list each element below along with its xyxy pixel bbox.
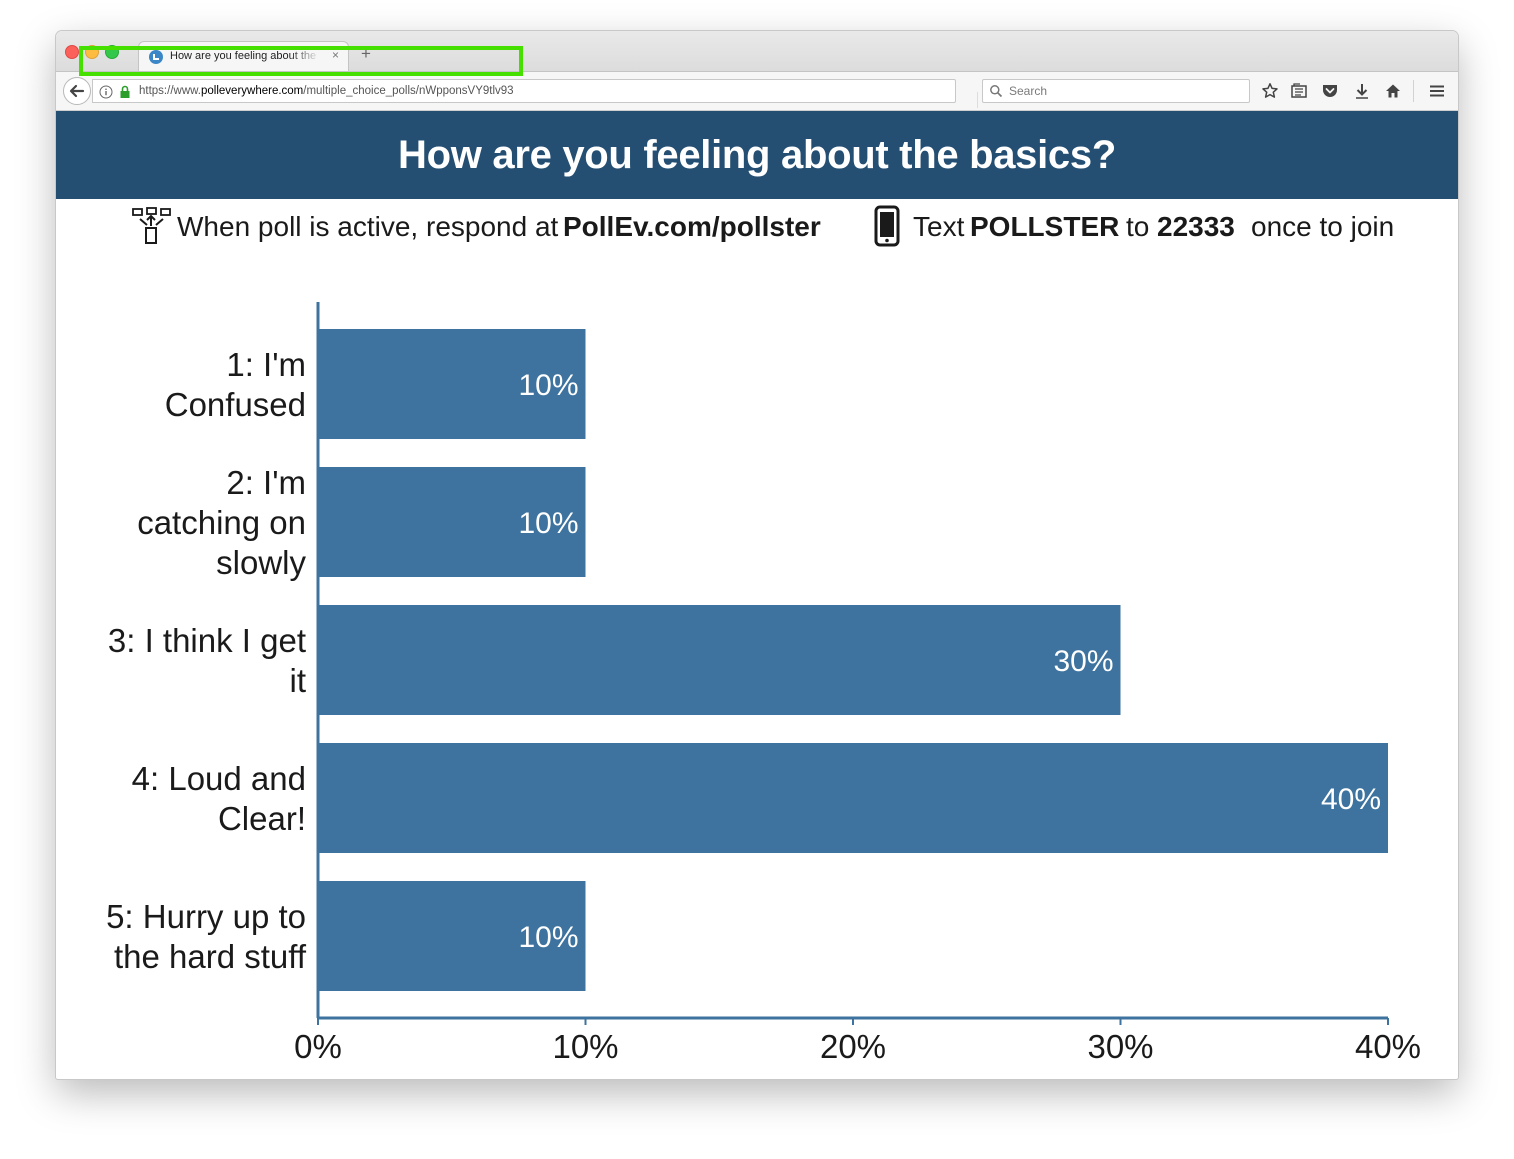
pocket-icon[interactable] (1321, 82, 1339, 100)
bar-value-label: 10% (518, 507, 578, 540)
url-prefix: https://www. (139, 85, 201, 97)
hamburger-menu-icon[interactable] (1428, 82, 1446, 100)
text-suffix: once to join (1251, 211, 1395, 242)
bar (318, 329, 586, 439)
x-axis-tick-label: 0% (294, 1028, 342, 1065)
search-placeholder: Search (1009, 84, 1048, 98)
bookmark-star-icon[interactable] (1261, 82, 1279, 100)
category-label: 3: I think I get it (108, 622, 306, 699)
zoom-window-button[interactable] (105, 45, 119, 59)
url-path: /multiple_choice_polls/nWpponsVY9tlv93 (303, 85, 514, 97)
poll-title-banner: How are you feeling about the basics? (56, 111, 1458, 199)
tab-title: How are you feeling about the basics? (170, 50, 320, 62)
back-button[interactable] (63, 77, 91, 105)
back-arrow-icon (69, 84, 85, 98)
polleverywhere-favicon-icon (149, 50, 163, 64)
new-tab-button[interactable]: + (361, 44, 371, 63)
browser-tab[interactable]: How are you feeling about the basics? × (138, 41, 349, 71)
category-label: 2: I'm catching on slowly (137, 464, 306, 581)
browser-window: How are you feeling about the basics? × … (56, 31, 1458, 1079)
bar-value-label: 10% (518, 921, 578, 954)
text-prefix: Text (913, 211, 965, 242)
bar-value-label: 10% (518, 369, 578, 402)
secure-lock-icon (120, 85, 130, 98)
category-label: 1: I'm Confused (165, 346, 306, 423)
close-window-button[interactable] (65, 45, 79, 59)
mobile-phone-icon (874, 205, 900, 247)
text-keyword: POLLSTER (970, 211, 1120, 242)
download-icon[interactable] (1353, 82, 1371, 100)
text-number: 22333 (1157, 211, 1235, 242)
bar-value-label: 30% (1053, 645, 1113, 678)
x-axis-tick-label: 10% (552, 1028, 618, 1065)
web-response-icon (132, 207, 171, 244)
respond-prefix: When poll is active, respond at (177, 211, 559, 242)
url-host: polleverywhere.com (201, 85, 304, 97)
x-axis-tick-label: 20% (820, 1028, 886, 1065)
category-label: 5: Hurry up to the hard stuff (106, 898, 307, 975)
navigation-toolbar: https://www.polleverywhere.com/multiple_… (56, 71, 1458, 111)
url-text[interactable]: https://www.polleverywhere.com/multiple_… (139, 80, 514, 102)
category-label: 4: Loud and Clear! (132, 760, 306, 837)
response-instructions: When poll is active, respond at PollEv.c… (56, 203, 1458, 253)
bar-value-label: 40% (1321, 783, 1381, 816)
bar (318, 743, 1388, 853)
respond-url[interactable]: PollEv.com/pollster (563, 211, 821, 242)
info-icon[interactable] (99, 85, 113, 99)
tab-strip: How are you feeling about the basics? × … (56, 31, 1458, 71)
search-icon (990, 85, 1003, 98)
url-divider (977, 92, 978, 108)
home-icon[interactable] (1384, 82, 1402, 100)
poll-results-chart: 10% 1: I'm Confused 10% 2: I'm catching on slo… (106, 302, 1421, 1065)
x-axis-tick-label: 30% (1087, 1028, 1153, 1065)
toolbar-divider (1413, 80, 1414, 102)
search-bar[interactable]: Search (982, 79, 1250, 103)
minimize-window-button[interactable] (85, 45, 99, 59)
reading-list-icon[interactable] (1290, 82, 1308, 100)
tab-close-icon[interactable]: × (331, 48, 339, 62)
text-to: to (1126, 211, 1150, 242)
bar (318, 881, 586, 991)
bar (318, 605, 1121, 715)
bar (318, 467, 586, 577)
poll-title: How are you feeling about the basics? (398, 132, 1116, 177)
url-bar[interactable]: https://www.polleverywhere.com/multiple_… (92, 79, 999, 108)
x-axis-tick-label: 40% (1355, 1028, 1421, 1065)
